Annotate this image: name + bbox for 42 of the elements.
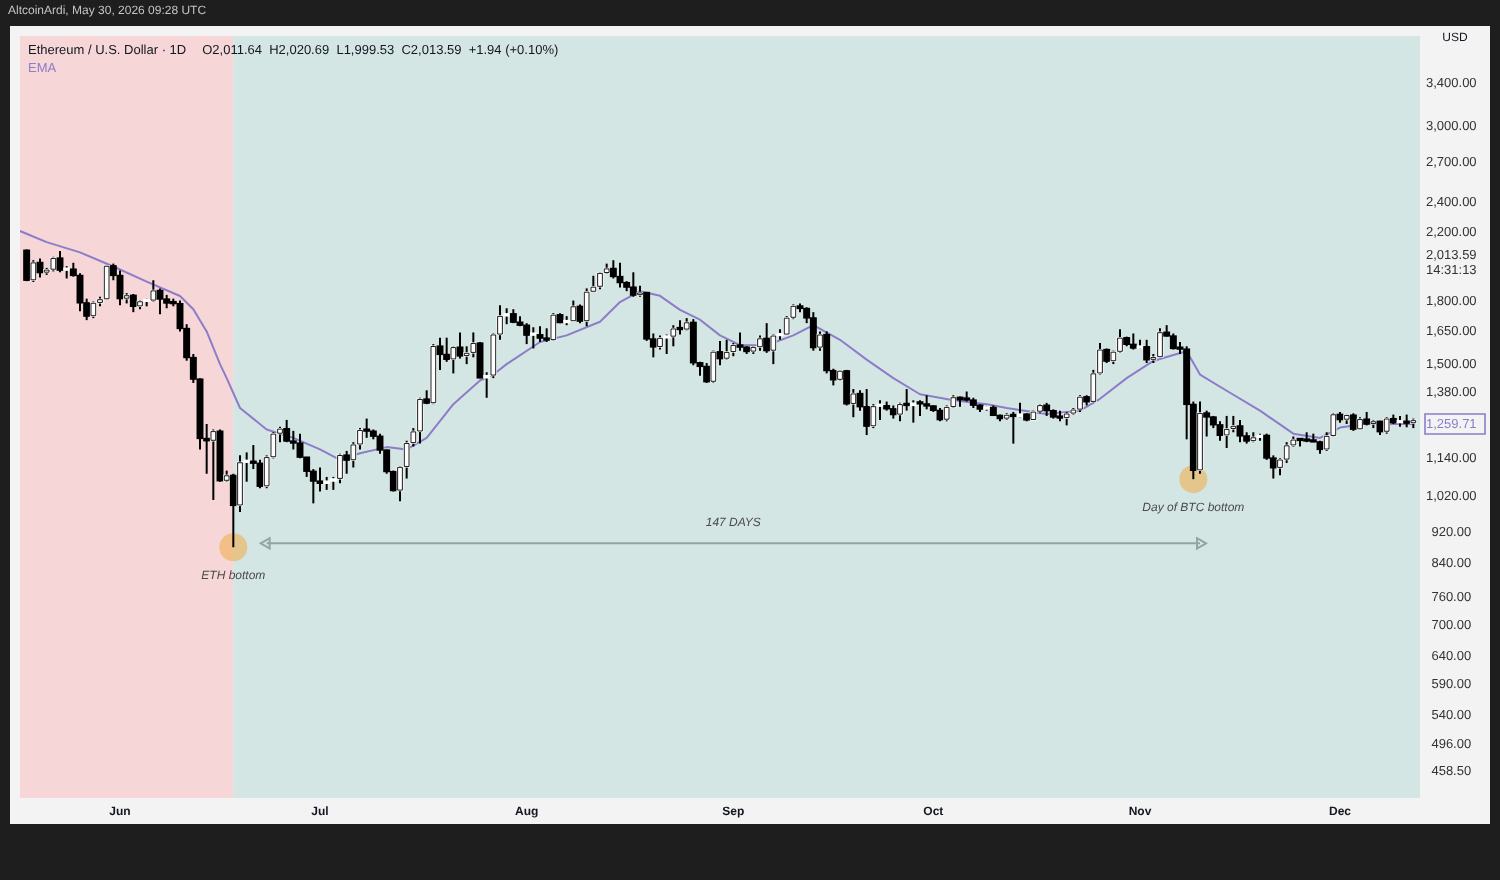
candlestick <box>1143 338 1151 364</box>
candlestick <box>336 452 344 485</box>
candlestick <box>689 318 697 367</box>
candlestick <box>869 403 877 430</box>
candlestick <box>863 388 871 437</box>
candlestick <box>529 326 537 350</box>
candlestick <box>36 257 44 279</box>
candlestick <box>116 269 124 307</box>
candlestick <box>289 429 297 451</box>
candlestick <box>709 349 717 384</box>
candlestick <box>283 418 291 444</box>
candlestick <box>629 271 637 298</box>
candlestick <box>523 322 531 346</box>
candlestick <box>456 331 464 360</box>
candlestick <box>56 250 64 274</box>
candlestick <box>903 388 911 412</box>
candlestick <box>23 248 31 283</box>
candlestick <box>156 287 164 316</box>
candlestick <box>103 264 111 301</box>
candlestick <box>443 336 451 363</box>
candlestick <box>343 449 351 475</box>
candlestick <box>129 292 137 314</box>
candlestick <box>763 322 771 354</box>
candlestick <box>583 287 591 328</box>
candlestick <box>429 343 437 406</box>
candlestick <box>209 428 217 501</box>
candlestick <box>669 324 677 348</box>
candlestick <box>1216 420 1224 442</box>
candlestick <box>1236 418 1244 444</box>
candlestick <box>736 331 744 352</box>
candlestick <box>1156 327 1164 359</box>
candlestick <box>549 312 557 342</box>
candlestick <box>723 338 731 361</box>
candlestick <box>809 311 817 352</box>
candlestick <box>1116 328 1124 354</box>
candlestick <box>609 259 617 280</box>
candlestick <box>1196 400 1204 475</box>
candlestick <box>616 261 624 289</box>
candlestick <box>1223 414 1231 449</box>
candlestick <box>416 396 424 445</box>
candlestick <box>569 299 577 323</box>
candlestick <box>1009 410 1017 445</box>
